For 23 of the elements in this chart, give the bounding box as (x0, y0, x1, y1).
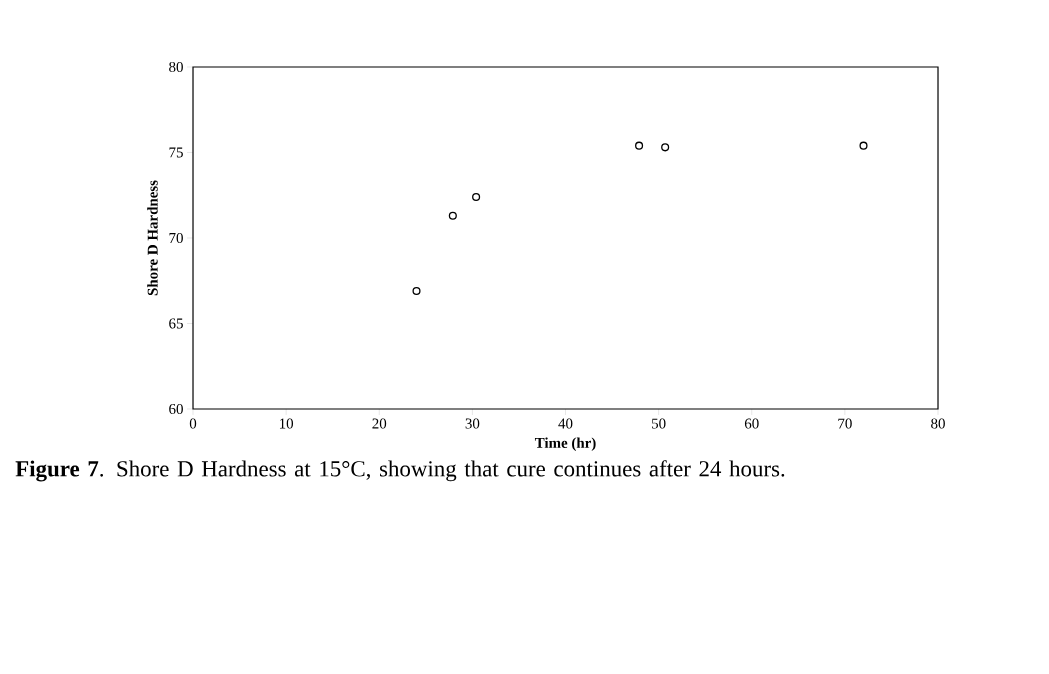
y-tick-label: 70 (169, 232, 183, 244)
x-axis-title: Time (hr) (534, 437, 596, 451)
x-tick-label: 70 (838, 418, 852, 429)
point (472, 192, 481, 201)
x-tick-label: 60 (744, 418, 759, 429)
x-tick-label: 50 (652, 418, 666, 429)
point (448, 211, 457, 220)
y-tick-label: 75 (169, 147, 183, 158)
x-tick-label: 40 (558, 418, 573, 429)
point (661, 143, 670, 152)
y-tick-label: 60 (169, 403, 183, 415)
x-tick-label: 80 (931, 418, 945, 429)
point (635, 141, 644, 150)
y-tick-label: 80 (169, 61, 183, 73)
x-tick-label: 30 (465, 418, 480, 429)
x-tick-label: 0 (189, 418, 197, 429)
point (412, 286, 421, 296)
y-tick-label: 65 (169, 318, 183, 329)
text: Figure 7. Shore D Hardness at 15°C, showing that cure continues after 24 hours. (15, 460, 785, 482)
point (859, 141, 868, 150)
x-tick-label: 10 (279, 418, 294, 429)
y-axis-title: Shore D Hardness (147, 180, 158, 296)
x-tick-label: 20 (372, 418, 387, 429)
